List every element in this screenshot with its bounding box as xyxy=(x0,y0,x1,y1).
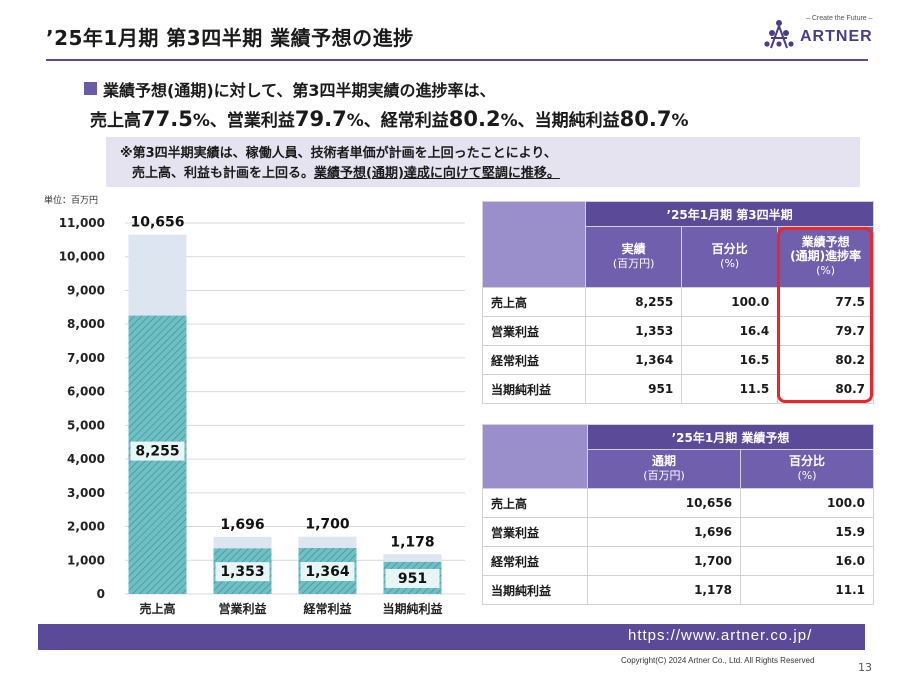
table-corner xyxy=(481,201,587,288)
bullet-square-icon xyxy=(84,82,97,95)
y-tick-label: 3,000 xyxy=(67,486,105,500)
x-tick-label: 経常利益 xyxy=(303,601,351,616)
website-link[interactable]: https://www.artner.co.jp/ xyxy=(628,627,813,644)
lead-item-unit: %、 xyxy=(500,111,535,131)
table-title: ’25年1月期 第3四半期 xyxy=(585,201,874,227)
y-tick-label: 6,000 xyxy=(67,385,105,399)
table-row: 売上高 8,255 100.0 77.5 xyxy=(481,287,874,317)
y-tick-label: 1,000 xyxy=(67,553,105,567)
data-label-bg xyxy=(215,562,270,582)
col-header-ratio: 百分比 (%) xyxy=(681,226,779,288)
note-line-1: ※第3四半期実績は、稼働人員、技術者単価が計画を上回ったことにより、 xyxy=(120,146,557,161)
note-box xyxy=(106,137,860,187)
table-row: 経常利益 1,364 16.5 80.2 xyxy=(481,345,874,375)
lead-line-1: 業績予想(通期)に対して、第3四半期実績の進捗率は、 xyxy=(103,81,496,100)
col-header-ratio: 百分比 (%) xyxy=(740,449,874,489)
data-label-actual: 1,353 xyxy=(220,564,264,580)
col-header-actual: 実績 (百万円) xyxy=(585,226,683,288)
page-title: ’25年1月期 第3四半期 業績予想の進捗 xyxy=(46,26,414,50)
table-row: 当期純利益 1,178 11.1 xyxy=(482,575,874,605)
data-label-forecast: 1,700 xyxy=(305,517,350,533)
table-row: 売上高 10,656 100.0 xyxy=(482,488,874,518)
note-line-2-plain: 売上高、利益も計画を上回る。 xyxy=(132,166,315,181)
note-line-2: 売上高、利益も計画を上回る。業績予想(通期)達成に向けて堅調に推移。 xyxy=(132,162,560,181)
lead-item-value: 79.7 xyxy=(294,107,347,131)
y-tick-label: 5,000 xyxy=(67,418,105,432)
lead-item-unit: % xyxy=(671,111,689,131)
lead-item-value: 77.5 xyxy=(141,107,193,131)
lead-item-label: 売上高 xyxy=(90,111,141,131)
table-title: ’25年1月期 業績予想 xyxy=(587,424,874,450)
table-corner xyxy=(482,424,588,489)
data-label-bg xyxy=(385,568,440,588)
col-header-progress: 業績予想 (通期)進捗率 (%) xyxy=(777,226,874,288)
title-divider xyxy=(46,59,868,61)
chart-unit-label: 単位：百万円 xyxy=(44,196,99,206)
table-row: 営業利益 1,696 15.9 xyxy=(482,517,874,547)
table-row: 営業利益 1,353 16.4 79.7 xyxy=(481,316,874,346)
page-number: 13 xyxy=(858,661,872,674)
y-tick-label: 8,000 xyxy=(67,317,105,331)
lead-line-2: 売上高77.5%、営業利益79.7%、経常利益80.2%、当期純利益80.7% xyxy=(90,106,689,131)
y-tick-label: 2,000 xyxy=(67,520,105,534)
forecast-table: ’25年1月期 業績予想 通期 (百万円) 百分比 (%) 売上高 10,656… xyxy=(482,424,874,605)
lead-item-value: 80.7 xyxy=(619,107,672,131)
y-tick-label: 7,000 xyxy=(67,351,105,365)
x-tick-label: 売上高 xyxy=(139,601,175,616)
logo-text: ARTNER xyxy=(800,28,873,45)
data-label-bg xyxy=(300,561,355,581)
x-tick-label: 当期純利益 xyxy=(382,601,442,616)
y-tick-label: 4,000 xyxy=(67,452,105,466)
table-row: 当期純利益 951 11.5 80.7 xyxy=(481,374,874,404)
lead-item-label: 営業利益 xyxy=(226,111,295,131)
lead-item-unit: %、 xyxy=(192,111,227,131)
data-label-bg xyxy=(130,441,185,461)
data-label-forecast: 1,178 xyxy=(390,534,434,550)
copyright-text: Copyright(C) 2024 Artner Co., Ltd. All R… xyxy=(621,656,815,665)
lead-item-unit: %、 xyxy=(346,111,381,131)
y-tick-label: 11,000 xyxy=(59,216,105,230)
table-row: 経常利益 1,700 16.0 xyxy=(482,546,874,576)
data-label-forecast: 10,656 xyxy=(130,215,184,231)
logo-tagline: – Create the Future – xyxy=(806,15,873,22)
lead-item-value: 80.2 xyxy=(448,107,501,131)
x-tick-label: 営業利益 xyxy=(218,601,266,616)
artner-logo-icon xyxy=(764,20,794,49)
data-label-actual: 951 xyxy=(398,571,427,587)
y-tick-label: 9,000 xyxy=(67,283,105,297)
lead-item-label: 当期純利益 xyxy=(534,111,620,131)
y-tick-label: 0 xyxy=(97,587,105,601)
bar-chart: 0 1,000 2,000 3,000 4,000 5,000 6,000 7,000 8,00… xyxy=(59,215,465,616)
note-line-2-underlined: 業績予想(通期)達成に向けて堅調に推移。 xyxy=(314,166,560,181)
q3-results-table: ’25年1月期 第3四半期 実績 (百万円) 百分比 (%) 業績予想 (通期)… xyxy=(481,201,874,404)
data-label-actual: 1,364 xyxy=(305,564,350,580)
footer-bar xyxy=(38,624,865,650)
data-label-forecast: 1,696 xyxy=(220,517,264,533)
y-tick-label: 10,000 xyxy=(59,250,105,264)
lead-item-label: 経常利益 xyxy=(380,111,449,131)
data-label-actual: 8,255 xyxy=(135,444,179,460)
progress-highlight-box xyxy=(777,227,873,403)
col-header-full-year: 通期 (百万円) xyxy=(586,449,742,489)
